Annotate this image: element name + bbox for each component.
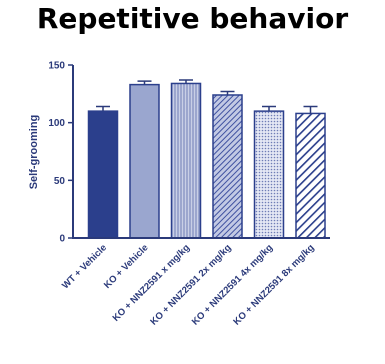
x-category-label-3: KO + NNZ2591 2x mg/kg [148, 242, 233, 327]
error-bar-2 [179, 79, 193, 84]
error-bar-0 [96, 105, 110, 112]
chart-title: Repetitive behavior [36, 2, 349, 35]
x-category-label-2: KO + NNZ2591 x mg/kg [111, 242, 193, 324]
x-category-label-4: KO + NNZ2591 4x mg/kg [190, 242, 275, 327]
bar-0 [87, 110, 119, 239]
bars [87, 79, 326, 239]
axes [72, 65, 330, 239]
bar-3 [212, 94, 243, 239]
y-tick-label-1: 50 [54, 176, 66, 187]
error-bar-1 [137, 80, 152, 85]
y-tick-label-0: 0 [59, 234, 65, 245]
error-bar-3 [220, 90, 235, 95]
bar-5 [295, 112, 326, 239]
y-axis-label: Self-grooming [28, 115, 40, 190]
bar-1 [129, 83, 160, 239]
y-tick-label-2: 100 [48, 118, 65, 129]
error-bar-5 [303, 105, 318, 114]
y-axis-ticks: 0 50 100 150 [48, 61, 73, 245]
bar-2 [170, 82, 202, 239]
y-tick-label-3: 150 [48, 61, 65, 72]
x-category-label-5: KO + NNZ2591 8x mg/kg [231, 242, 316, 327]
error-bar-4 [262, 105, 276, 112]
bar-4 [253, 110, 285, 239]
